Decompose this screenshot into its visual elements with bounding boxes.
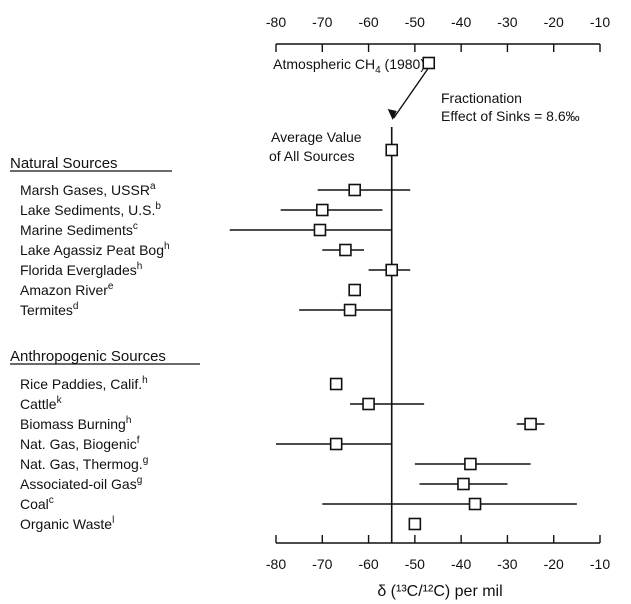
x-axis-label: δ (¹³C/¹²C) per mil: [377, 583, 502, 600]
row-label: Associated-oil Gasg: [20, 475, 142, 492]
bottom-tick-label: -80: [266, 556, 286, 572]
top-tick-label: -10: [590, 14, 610, 30]
top-tick-label: -50: [405, 14, 425, 30]
data-point: [329, 377, 343, 391]
atmospheric-marker: [422, 56, 436, 70]
atmospheric-label: Atmospheric CH4 (1980): [273, 56, 425, 76]
row-label: Amazon Rivere: [20, 281, 114, 298]
fractionation-arrow: [393, 68, 429, 119]
row-label: Cattlek: [20, 395, 63, 412]
top-axis: -80 -70 -60 -50 -40 -30 -20 -10: [266, 14, 610, 52]
top-tick-label: -80: [266, 14, 286, 30]
row-label: Rice Paddies, Calif.h: [20, 375, 148, 392]
top-tick-label: -30: [497, 14, 517, 30]
bottom-tick-label: -30: [497, 556, 517, 572]
row-label: Biomass Burningh: [20, 415, 131, 432]
top-tick-label: -40: [451, 14, 471, 30]
top-tick-label: -20: [544, 14, 564, 30]
bottom-tick-label: -60: [358, 556, 378, 572]
row-label: Organic Wastel: [20, 515, 114, 532]
row-label: Lake Sediments, U.S.b: [20, 201, 161, 218]
data-point: [348, 283, 361, 297]
average-marker: [385, 143, 399, 157]
data-point: [464, 457, 477, 471]
row-label: Nat. Gas, Biogenicf: [20, 435, 140, 452]
row-label: Nat. Gas, Thermog.g: [20, 455, 148, 472]
data-point: [408, 517, 422, 531]
bottom-tick-label: -70: [312, 556, 332, 572]
data-point: [468, 497, 482, 511]
row-label: Florida Evergladesh: [20, 261, 142, 278]
row-label: Coalc: [20, 495, 54, 512]
data-point: [524, 417, 537, 431]
row-label: Termitesd: [20, 301, 78, 318]
group-header: Anthropogenic Sources: [10, 348, 166, 365]
bottom-axis: -80 -70 -60 -50 -40 -30 -20 -10: [266, 535, 610, 572]
average-label-line-2: of All Sources: [269, 148, 355, 164]
data-point: [315, 203, 329, 217]
row-label: Marine Sedimentsc: [20, 221, 138, 238]
data-point: [385, 263, 399, 277]
source-rows: Natural Sources Marsh Gases, USSRa Lake Se…: [10, 155, 577, 532]
data-point: [339, 243, 352, 257]
annotations: Atmospheric CH4 (1980) Fractionation Effec…: [269, 56, 580, 164]
data-point: [362, 397, 375, 411]
group-header: Natural Sources: [10, 155, 118, 172]
fractionation-line-1: Fractionation: [441, 90, 522, 106]
fractionation-line-2: Effect of Sinks = 8.6‰: [441, 108, 580, 124]
data-point: [313, 223, 327, 237]
bottom-tick-label: -20: [544, 556, 564, 572]
top-tick-label: -60: [358, 14, 378, 30]
row-label: Marsh Gases, USSRa: [20, 181, 156, 198]
top-tick-label: -70: [312, 14, 332, 30]
average-label-line-1: Average Value: [271, 129, 362, 145]
bottom-tick-label: -40: [451, 556, 471, 572]
data-point: [329, 437, 343, 451]
data-point: [348, 183, 361, 197]
bottom-tick-label: -50: [405, 556, 425, 572]
data-point: [457, 477, 470, 491]
arrow-head: [387, 109, 397, 120]
row-label: Lake Agassiz Peat Bogh: [20, 241, 170, 258]
bottom-tick-label: -10: [590, 556, 610, 572]
data-point: [343, 303, 357, 317]
